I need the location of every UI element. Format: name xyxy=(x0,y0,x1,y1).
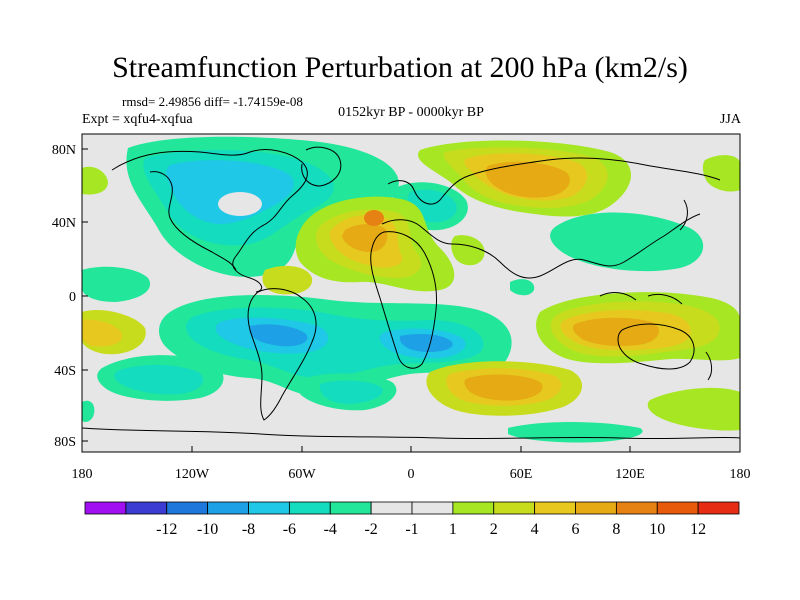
x-label-60w: 60W xyxy=(288,467,316,482)
colorbar-box xyxy=(248,501,290,515)
y-label-80s: 80S xyxy=(54,435,76,450)
africa-coast xyxy=(370,231,437,369)
y-label-80n: 80N xyxy=(52,143,76,158)
north-america-low-core xyxy=(166,160,294,224)
x-label-120e: 120E xyxy=(615,467,645,482)
antarctica-coast xyxy=(82,427,740,440)
period-label: 0152kyr BP - 0000kyr BP xyxy=(338,105,484,120)
japan-coast xyxy=(679,199,688,231)
colorbar-label: -8 xyxy=(242,521,255,538)
colorbar-label: -10 xyxy=(197,521,218,538)
australia-coast xyxy=(617,323,695,370)
x-label-120w: 120W xyxy=(175,467,210,482)
colorbar-box xyxy=(615,501,658,515)
south-pacific-high-east xyxy=(647,387,740,431)
south-atlantic-low-core xyxy=(399,334,453,352)
maritime-continent-coast xyxy=(599,292,683,305)
south-atlantic-low-secondary-core xyxy=(319,380,383,404)
colorbar-box xyxy=(411,501,454,515)
y-axis-labels: 80N 40N 0 40S 80S xyxy=(52,143,76,450)
coastlines xyxy=(82,146,740,440)
x-label-180-west: 180 xyxy=(72,467,93,482)
experiment-label: Expt = xqfu4-xqfua xyxy=(82,112,193,127)
colorbar-label: 1 xyxy=(449,521,457,538)
colorbar-box xyxy=(452,501,495,515)
south-america-coast xyxy=(247,288,317,421)
greenland-coast xyxy=(301,146,342,187)
colorbar-box xyxy=(493,501,536,515)
colorbar-label: -2 xyxy=(364,521,377,538)
colorbar-box xyxy=(656,501,699,515)
north-america-gap xyxy=(218,192,262,216)
asia-low xyxy=(550,212,704,272)
east-asia-high-edge xyxy=(702,155,740,192)
colorbar-label: 6 xyxy=(572,521,580,538)
atlantic-high-core xyxy=(342,224,388,252)
map-area xyxy=(82,134,740,452)
season-label: JJA xyxy=(719,112,741,127)
eurasia-north-coast xyxy=(387,157,721,205)
south-pacific-low-core xyxy=(114,364,204,395)
colorbar-label: -4 xyxy=(324,521,337,538)
africa-high xyxy=(451,235,485,266)
y-label-0: 0 xyxy=(69,290,76,305)
colorbar-label: 10 xyxy=(649,521,665,538)
colorbar-box xyxy=(166,501,209,515)
north-america-coast xyxy=(111,149,308,293)
colorbar-box xyxy=(370,501,413,515)
central-america-high xyxy=(262,265,313,295)
colorbar-label: 12 xyxy=(690,521,706,538)
y-label-40n: 40N xyxy=(52,216,76,231)
north-america-west-coast xyxy=(149,171,237,271)
pacific-low-west xyxy=(82,266,151,302)
colorbar-label: 2 xyxy=(490,521,498,538)
x-label-0: 0 xyxy=(408,467,415,482)
colorbar-box xyxy=(697,501,740,515)
y-label-40s: 40S xyxy=(54,364,76,379)
x-label-60e: 60E xyxy=(510,467,533,482)
south-america-low-core xyxy=(249,324,308,347)
colorbar-box xyxy=(534,501,576,515)
colorbar-box xyxy=(329,501,372,515)
eurasia-south-coast xyxy=(381,213,701,279)
pacific-high-edge xyxy=(82,166,108,195)
colorbar-box xyxy=(125,501,168,515)
colorbar-box xyxy=(288,501,331,515)
colorbar-label: -6 xyxy=(283,521,296,538)
east-pacific-high-core xyxy=(82,319,123,347)
colorbar-label: 4 xyxy=(531,521,539,538)
colorbar-label: -12 xyxy=(156,521,177,538)
axis-ticks xyxy=(82,148,631,452)
plot-title: Streamfunction Perturbation at 200 hPa (… xyxy=(112,51,688,84)
positive-anomaly-fields xyxy=(82,140,740,443)
far-south-pacific-low xyxy=(82,400,95,422)
southern-ocean-high-core xyxy=(464,374,543,401)
stats-text: rmsd= 2.49856 diff= -1.74159e-08 xyxy=(122,94,303,109)
colorbar-box xyxy=(575,501,617,515)
colorbar-label: 8 xyxy=(612,521,620,538)
indian-ocean-low-small xyxy=(510,279,535,296)
x-label-180-east: 180 xyxy=(730,467,751,482)
colorbar-box xyxy=(207,501,249,515)
atlantic-high-peak xyxy=(364,210,384,226)
colorbar-labels: -12 -10 -8 -6 -4 -2 -1 1 2 4 6 8 10 12 xyxy=(156,521,706,538)
colorbar-label: -1 xyxy=(405,521,418,538)
colorbar xyxy=(84,501,740,515)
eurasia-high-core xyxy=(485,161,570,198)
x-axis-labels: 180 120W 60W 0 60E 120E 180 xyxy=(72,467,751,482)
new-zealand-coast xyxy=(705,351,713,381)
colorbar-box xyxy=(84,501,127,515)
